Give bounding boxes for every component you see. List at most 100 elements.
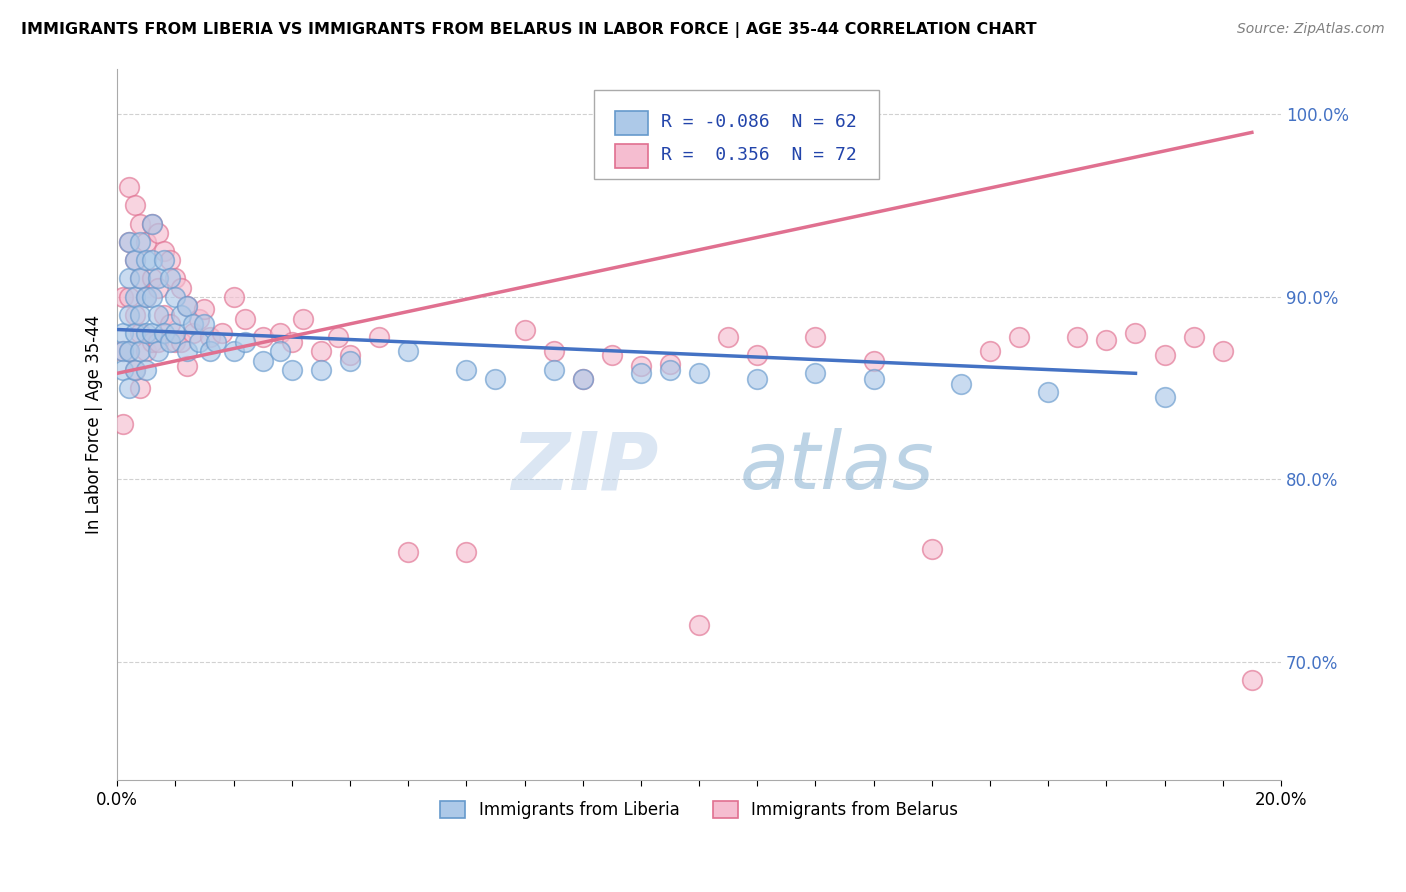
Point (135, 290, 157, 304)
Point (396, 344, 419, 359)
Point (170, 335, 193, 350)
Point (205, 335, 228, 350)
Point (159, 253, 181, 268)
Point (187, 335, 209, 350)
Point (200, 330, 222, 344)
Point (328, 330, 350, 344)
Point (170, 308, 193, 322)
Point (124, 362, 146, 376)
Point (630, 359, 652, 373)
Point (688, 618, 710, 632)
Point (141, 335, 163, 350)
Point (252, 330, 274, 344)
Point (170, 280, 193, 294)
Point (152, 253, 174, 268)
Point (862, 353, 884, 368)
Point (141, 326, 163, 340)
Point (1182, 330, 1205, 344)
Point (688, 367, 710, 381)
Point (124, 326, 146, 340)
Point (146, 344, 169, 359)
Point (176, 299, 198, 313)
Point (979, 344, 1001, 359)
Point (543, 344, 565, 359)
Point (146, 280, 169, 294)
Point (1008, 330, 1031, 344)
Point (124, 253, 146, 268)
Point (129, 326, 152, 340)
Point (630, 367, 652, 381)
Point (129, 235, 152, 249)
Point (152, 326, 174, 340)
Text: ZIP: ZIP (510, 428, 658, 506)
Point (339, 353, 361, 368)
Point (1038, 384, 1060, 399)
Point (862, 372, 884, 386)
FancyBboxPatch shape (616, 112, 648, 135)
Point (222, 344, 245, 359)
Text: R = -0.086  N = 62: R = -0.086 N = 62 (661, 113, 856, 131)
Point (187, 311, 209, 326)
Point (129, 271, 152, 285)
Point (200, 344, 222, 359)
Point (124, 362, 146, 376)
Point (292, 311, 315, 326)
Point (124, 308, 146, 322)
Point (141, 217, 163, 231)
Point (165, 271, 187, 285)
Point (659, 357, 682, 371)
Point (111, 362, 134, 376)
Point (159, 271, 181, 285)
Point (165, 290, 187, 304)
Point (111, 290, 134, 304)
Point (281, 335, 304, 350)
Point (118, 308, 141, 322)
Point (543, 362, 565, 376)
Point (146, 335, 169, 350)
Point (1066, 330, 1088, 344)
Point (181, 326, 204, 340)
Point (513, 322, 536, 336)
Point (176, 359, 198, 373)
Point (193, 317, 215, 331)
Point (129, 381, 152, 395)
Point (309, 344, 332, 359)
Point (146, 308, 169, 322)
Point (804, 367, 827, 381)
Point (141, 271, 163, 285)
Point (804, 330, 827, 344)
Point (124, 253, 146, 268)
Point (1153, 390, 1175, 404)
Point (176, 344, 198, 359)
Point (135, 344, 157, 359)
Point (165, 335, 187, 350)
Point (456, 545, 478, 559)
Point (146, 226, 169, 240)
Point (165, 326, 187, 340)
Point (1153, 348, 1175, 362)
Point (252, 353, 274, 368)
Point (111, 344, 134, 359)
Point (747, 348, 769, 362)
Point (141, 290, 163, 304)
Point (118, 235, 141, 249)
Point (124, 198, 146, 212)
Point (659, 362, 682, 376)
Point (159, 317, 181, 331)
Point (571, 372, 593, 386)
Point (600, 348, 623, 362)
Point (211, 326, 233, 340)
Point (152, 244, 174, 258)
Point (111, 417, 134, 432)
Point (141, 217, 163, 231)
Point (159, 335, 181, 350)
Point (921, 541, 943, 556)
Point (368, 330, 391, 344)
Point (135, 362, 157, 376)
Text: atlas: atlas (740, 428, 935, 506)
Point (135, 253, 157, 268)
Point (339, 348, 361, 362)
Point (269, 326, 291, 340)
Point (118, 381, 141, 395)
Point (118, 290, 141, 304)
